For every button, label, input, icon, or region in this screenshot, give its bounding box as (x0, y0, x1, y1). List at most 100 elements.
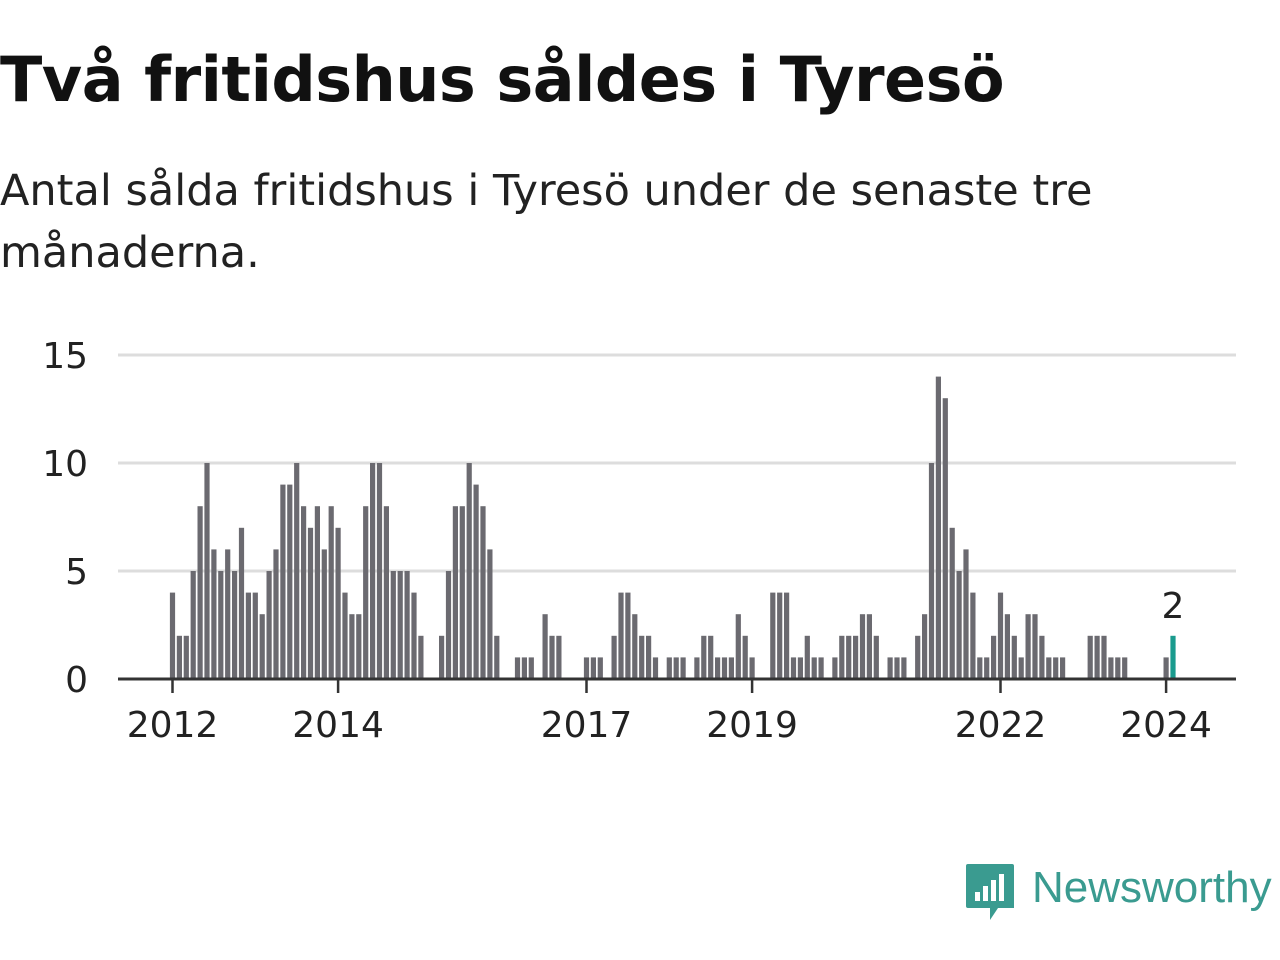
newsworthy-logo-icon (966, 864, 1014, 920)
bar (169, 592, 176, 679)
bar (238, 527, 245, 679)
bar (294, 463, 300, 679)
bar (804, 635, 810, 679)
bar (1060, 657, 1066, 679)
bar (770, 592, 776, 679)
bar (611, 635, 617, 679)
bar (1094, 635, 1100, 679)
bar (245, 592, 251, 679)
bar (1046, 657, 1052, 679)
x-tick-label: 2014 (292, 705, 384, 746)
bar (542, 614, 548, 679)
bar (363, 506, 369, 679)
bar (866, 614, 872, 679)
bar (583, 657, 590, 679)
bar (349, 614, 355, 679)
bar (370, 463, 376, 679)
bar (1025, 614, 1031, 679)
data-label-latest: 2 (1162, 586, 1185, 627)
bar (928, 463, 935, 679)
bar (625, 592, 631, 679)
bar (514, 657, 521, 679)
bar (183, 635, 189, 679)
bar (280, 484, 286, 679)
bar (556, 635, 562, 679)
bar (342, 592, 348, 679)
bar-chart: 0 5 10 15 2012 2014 2017 2019 2022 2024 2 (42, 336, 1236, 746)
bar (1018, 657, 1024, 679)
bar (252, 592, 258, 679)
bar (383, 506, 389, 679)
bar (784, 592, 790, 679)
bar (922, 614, 928, 679)
y-tick-label: 5 (65, 552, 88, 593)
bar (549, 635, 555, 679)
bar (314, 506, 320, 679)
bar (211, 549, 217, 679)
bar (1122, 657, 1128, 679)
chart-title: Två fritidshus såldes i Tyresö (0, 43, 1005, 116)
x-axis: 2012 2014 2017 2019 2022 2024 (118, 677, 1236, 746)
x-tick-label: 2024 (1120, 705, 1212, 746)
bar (376, 463, 383, 679)
bar (473, 484, 479, 679)
bar (639, 635, 645, 679)
bar (935, 376, 941, 679)
bar (894, 657, 900, 679)
bar (1170, 635, 1176, 679)
bar (632, 614, 638, 679)
bar (466, 463, 472, 679)
bar (521, 657, 527, 679)
bar (721, 657, 728, 679)
bars (169, 376, 1176, 679)
bar (1053, 657, 1059, 679)
bar (390, 571, 396, 679)
bar (790, 657, 797, 679)
bar (797, 657, 803, 679)
bar (1108, 657, 1114, 679)
x-tick-label: 2022 (955, 705, 1047, 746)
bar (618, 592, 624, 679)
bar (335, 527, 341, 679)
bar (176, 635, 182, 679)
x-tick-label: 2019 (706, 705, 798, 746)
bar (452, 506, 458, 679)
bar (273, 549, 279, 679)
bar (1032, 614, 1038, 679)
x-tick-label: 2012 (127, 705, 219, 746)
bar (259, 614, 265, 679)
bar (418, 635, 424, 679)
bar (997, 592, 1004, 679)
bar (597, 657, 603, 679)
bar (742, 635, 748, 679)
bar (984, 657, 990, 679)
bar (735, 614, 741, 679)
bar (949, 527, 955, 679)
bar (942, 398, 948, 679)
data-labels: 2 (1162, 586, 1185, 627)
bar (1087, 635, 1093, 679)
bar (356, 614, 362, 679)
bar (1101, 635, 1107, 679)
bar (480, 506, 486, 679)
bar (839, 635, 845, 679)
bar (266, 571, 272, 679)
bar (232, 571, 238, 679)
bar (590, 657, 596, 679)
bar (652, 657, 659, 679)
bar (853, 635, 859, 679)
bar (915, 635, 921, 679)
bar (708, 635, 714, 679)
bar (1039, 635, 1045, 679)
bar (459, 506, 465, 679)
x-tick-label: 2017 (541, 705, 633, 746)
bar (846, 635, 852, 679)
bar (328, 506, 334, 679)
bar (307, 527, 314, 679)
brand-name: Newsworthy (1032, 863, 1272, 912)
bar (646, 635, 652, 679)
chart-subtitle: Antal sålda fritidshus i Tyresö under de… (0, 166, 1093, 278)
gridlines: 0 5 10 15 (42, 336, 1236, 701)
bar (487, 549, 493, 679)
bar (963, 549, 969, 679)
